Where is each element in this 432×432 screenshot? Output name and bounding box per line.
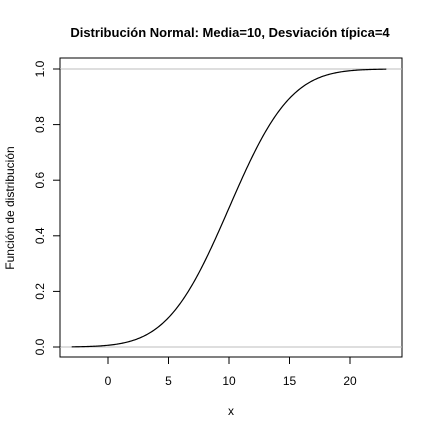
y-tick-label: 1.0: [33, 60, 47, 77]
x-tick-label: 0: [105, 374, 112, 388]
y-tick-label: 0.6: [33, 172, 47, 189]
y-axis: 0.0 0.2 0.4 0.6 0.8 1.0: [33, 60, 61, 355]
chart-title: Distribución Normal: Media=10, Desviació…: [70, 25, 390, 40]
x-tick-label: 15: [283, 374, 297, 388]
y-tick-label: 0.4: [33, 227, 47, 244]
x-tick-label: 5: [165, 374, 172, 388]
y-tick-label: 0.2: [33, 283, 47, 300]
y-tick-label: 0.0: [33, 338, 47, 355]
x-axis: 0 5 10 15 20: [105, 356, 357, 388]
x-axis-label: x: [228, 404, 234, 418]
y-tick-label: 0.8: [33, 116, 47, 133]
plot-box: [59, 57, 403, 358]
x-tick-label: 20: [343, 374, 357, 388]
y-axis-label: Función de distribución: [3, 146, 17, 269]
cdf-series-line: [71, 68, 387, 348]
x-tick-label: 10: [222, 374, 236, 388]
